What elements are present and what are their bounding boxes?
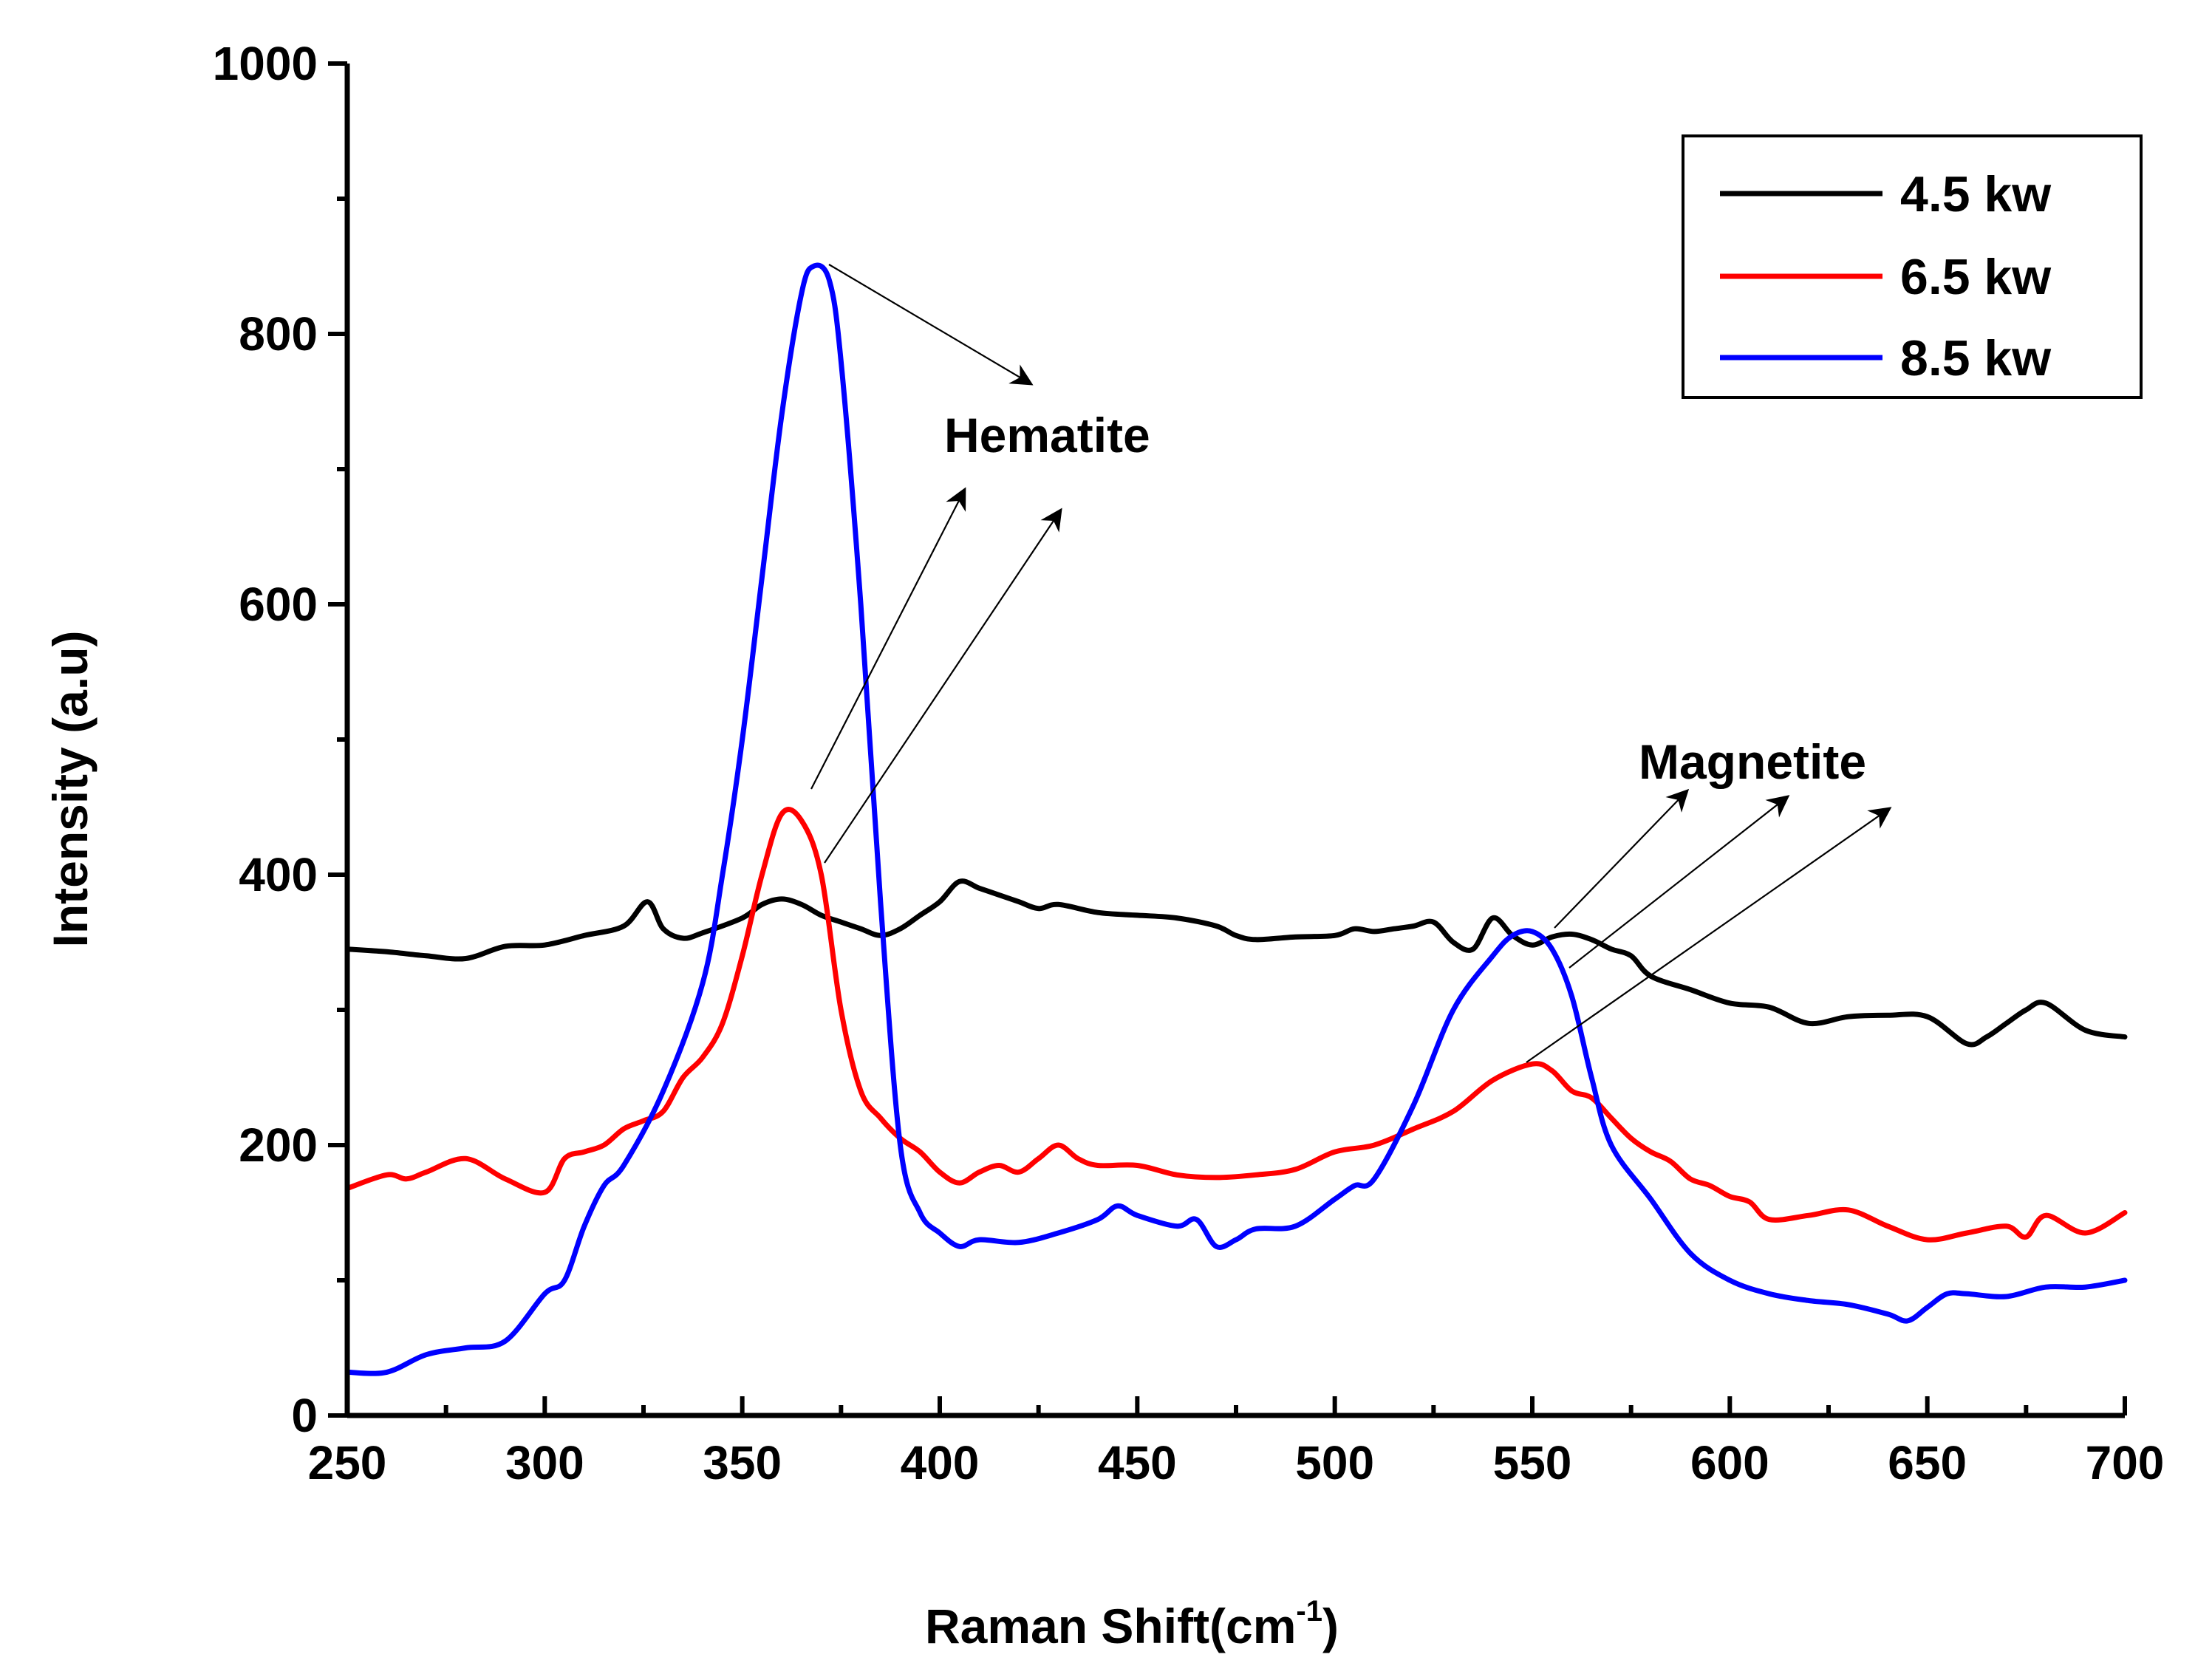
y-axis-title: Intensity (a.u) (43, 630, 98, 947)
legend-entry-4-5-kw: 4.5 kw (1720, 166, 2052, 222)
hematite-arrow-1 (828, 264, 1034, 386)
plot-area: 250 300 350 400 450 500 550 600 650 700 0 200 400 60… (213, 37, 2165, 1489)
annotation-arrows (810, 264, 1892, 1063)
legend-entry-8-5-kw: 8.5 kw (1720, 330, 2052, 386)
x-tick-label: 650 (1888, 1436, 1967, 1489)
x-ticks: 250 300 350 400 450 500 550 600 650 700 (308, 1396, 2165, 1489)
y-tick-label: 400 (239, 848, 318, 901)
y-tick-label: 0 (291, 1389, 318, 1442)
x-tick-label: 350 (703, 1436, 782, 1489)
x-axis-title: Raman Shift(cm-1) (925, 1595, 1339, 1653)
hematite-arrow-3 (824, 508, 1062, 864)
series-group (344, 262, 2128, 1376)
x-tick-label: 550 (1493, 1436, 1572, 1489)
legend: 4.5 kw 6.5 kw 8.5 kw (1682, 134, 2143, 399)
legend-entry-6-5-kw: 6.5 kw (1720, 249, 2052, 305)
x-tick-label: 400 (901, 1436, 980, 1489)
magnetite-arrow-1 (1554, 788, 1690, 929)
y-tick-label: 600 (239, 578, 318, 631)
y-tick-label: 200 (239, 1118, 318, 1172)
magnetite-arrow-3 (1526, 807, 1892, 1063)
legend-label-8-5-kw: 8.5 kw (1900, 330, 2052, 386)
annotation-hematite: Hematite (944, 408, 1150, 462)
magnetite-arrow-2 (1568, 795, 1790, 969)
y-tick-label: 1000 (213, 37, 318, 90)
annotation-magnetite: Magnetite (1639, 734, 1866, 789)
y-tick-label: 800 (239, 307, 318, 361)
x-tick-label: 500 (1295, 1436, 1374, 1489)
legend-box (1682, 134, 2143, 399)
legend-label-4-5-kw: 4.5 kw (1900, 166, 2052, 222)
series-line-8-5-kw (344, 262, 2128, 1376)
legend-label-6-5-kw: 6.5 kw (1900, 249, 2052, 305)
x-tick-label: 250 (308, 1436, 387, 1489)
series-line-4-5-kw (344, 878, 2128, 1048)
y-ticks: 0 200 400 600 800 1000 (213, 37, 347, 1442)
hematite-arrow-2 (810, 487, 966, 790)
x-tick-label: 300 (505, 1436, 584, 1489)
x-tick-label: 450 (1098, 1436, 1177, 1489)
x-tick-label: 600 (1690, 1436, 1769, 1489)
x-tick-label: 700 (2086, 1436, 2165, 1489)
